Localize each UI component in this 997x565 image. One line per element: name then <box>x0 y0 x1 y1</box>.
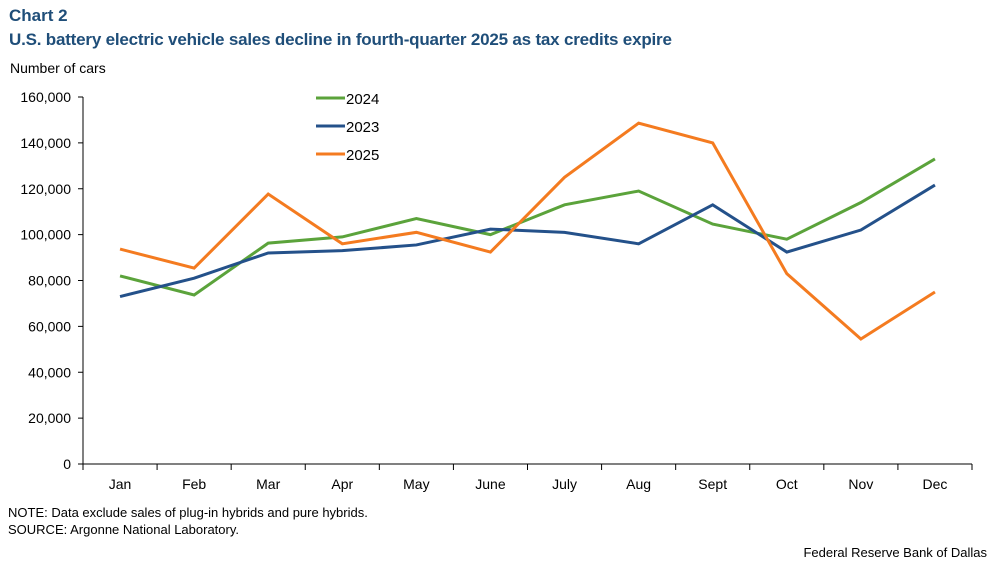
x-tick-label: Dec <box>923 476 948 492</box>
y-tick-label: 40,000 <box>28 364 71 380</box>
series-line-2025 <box>119 121 936 341</box>
legend-label-2023: 2023 <box>346 119 379 136</box>
x-tick-label: Nov <box>848 476 873 492</box>
y-tick-label: 0 <box>63 456 71 472</box>
y-tick-label: 20,000 <box>28 410 71 426</box>
x-tick-label: Jan <box>109 476 132 492</box>
chart-label: Chart 2 <box>9 6 68 25</box>
x-tick-label: May <box>403 476 429 492</box>
x-tick-label: July <box>552 476 577 492</box>
credit-text: Federal Reserve Bank of Dallas <box>803 545 987 560</box>
x-tick-label: Mar <box>256 476 280 492</box>
note-text: NOTE: Data exclude sales of plug-in hybr… <box>8 505 368 520</box>
y-tick-label: 100,000 <box>20 227 71 243</box>
series-line-2023 <box>119 183 936 299</box>
y-tick-label: 80,000 <box>28 273 71 289</box>
y-tick-label: 140,000 <box>20 135 71 151</box>
y-tick-label: 120,000 <box>20 181 71 197</box>
x-tick-label: Feb <box>182 476 206 492</box>
source-text: SOURCE: Argonne National Laboratory. <box>8 522 239 537</box>
legend-label-2025: 2025 <box>346 147 379 164</box>
x-tick-label: June <box>475 476 506 492</box>
series-line-2024 <box>119 157 936 297</box>
y-axis-label: Number of cars <box>10 60 106 76</box>
x-tick-label: Oct <box>776 476 798 492</box>
y-tick-label: 160,000 <box>20 89 71 105</box>
chart-title: U.S. battery electric vehicle sales decl… <box>9 30 672 49</box>
x-tick-label: Sept <box>698 476 727 492</box>
x-tick-label: Aug <box>626 476 651 492</box>
y-tick-label: 60,000 <box>28 318 71 334</box>
x-tick-label: Apr <box>331 476 353 492</box>
legend-label-2024: 2024 <box>346 91 379 108</box>
